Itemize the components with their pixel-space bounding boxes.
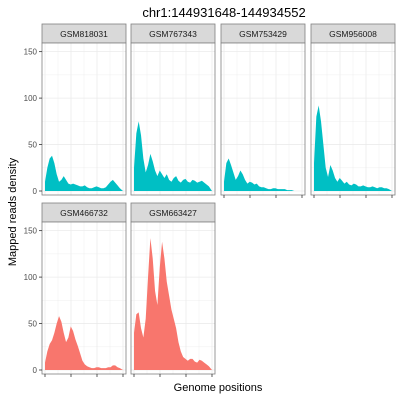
- y-axis-title: Mapped reads density: [7, 157, 19, 266]
- facet-strip-label: GSM753429: [239, 29, 287, 39]
- y-tick-label: 150: [24, 227, 38, 236]
- series-area-gsm753429: [224, 158, 302, 191]
- facet-strip-label: GSM818031: [60, 29, 108, 39]
- facet-panel-gsm767343: GSM767343: [130, 23, 216, 196]
- panel-border: [41, 221, 127, 375]
- facet-panels: GSM818031 0 50 100 150 GSM767343 GSM753429 GSM9…: [24, 23, 396, 377]
- panel-border: [130, 221, 216, 375]
- series-area-gsm663427: [134, 238, 212, 370]
- x-axis-title: Genome positions: [174, 382, 263, 394]
- facet-panel-gsm466732: GSM466732 0 50 100 150: [24, 202, 127, 377]
- y-tick-label: 50: [28, 141, 37, 150]
- facet-panel-gsm663427: GSM663427: [130, 202, 216, 377]
- facet-strip-label: GSM956008: [329, 29, 377, 39]
- panel-border: [130, 42, 216, 196]
- facet-strip-label: GSM466732: [60, 208, 108, 218]
- series-area-gsm818031: [45, 155, 123, 191]
- panel-border: [220, 42, 306, 196]
- panel-border: [41, 42, 127, 196]
- facet-panel-gsm818031: GSM818031 0 50 100 150: [24, 23, 127, 196]
- facet-strip-label: GSM767343: [149, 29, 197, 39]
- series-area-gsm466732: [45, 316, 123, 370]
- y-tick-label: 0: [33, 366, 38, 375]
- facet-strip-label: GSM663427: [149, 208, 197, 218]
- y-tick-label: 50: [28, 320, 37, 329]
- series-area-gsm956008: [314, 105, 392, 191]
- y-tick-label: 0: [33, 187, 38, 196]
- facet-panel-gsm753429: GSM753429: [220, 23, 306, 198]
- y-tick-label: 150: [24, 48, 38, 57]
- y-tick-label: 100: [24, 273, 38, 282]
- series-area-gsm767343: [134, 121, 212, 191]
- panel-border: [310, 42, 396, 196]
- y-tick-label: 100: [24, 94, 38, 103]
- facet-panel-gsm956008: GSM956008: [310, 23, 396, 198]
- chart-title: chr1:144931648-144934552: [142, 5, 305, 20]
